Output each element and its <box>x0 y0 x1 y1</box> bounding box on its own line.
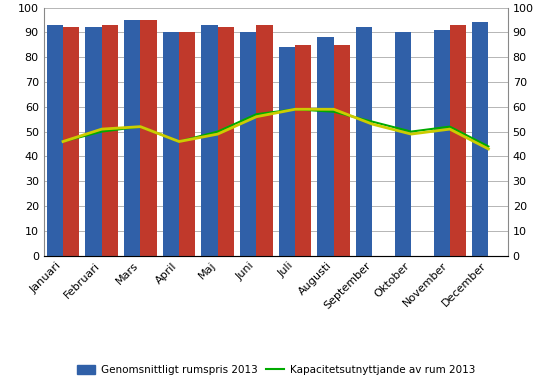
Bar <box>201 25 218 256</box>
Bar <box>47 25 63 256</box>
Bar <box>218 27 234 256</box>
Bar <box>102 25 118 256</box>
Bar <box>85 27 102 256</box>
Bar <box>295 45 311 256</box>
Bar <box>279 47 295 256</box>
Bar <box>356 27 372 256</box>
Bar <box>257 25 272 256</box>
Bar <box>240 32 257 256</box>
Bar <box>124 20 140 256</box>
Bar <box>63 27 79 256</box>
Bar <box>334 45 350 256</box>
Bar <box>317 37 334 256</box>
Bar <box>472 23 489 256</box>
Bar <box>140 20 157 256</box>
Bar <box>395 32 411 256</box>
Bar <box>179 32 195 256</box>
Legend: Genomsnittligt rumspris 2013, Genomsnittligt rumspris 2014, Kapacitetsutnyttjand: Genomsnittligt rumspris 2013, Genomsnitt… <box>76 365 475 376</box>
Bar <box>163 32 179 256</box>
Bar <box>450 25 466 256</box>
Bar <box>434 30 450 256</box>
